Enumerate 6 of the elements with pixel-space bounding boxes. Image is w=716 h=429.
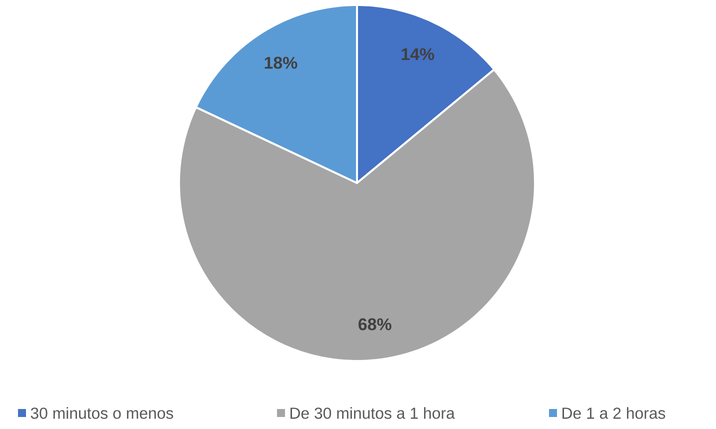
legend-label: De 1 a 2 horas — [562, 407, 666, 419]
data-label: 68% — [358, 318, 392, 330]
data-label: 14% — [402, 48, 434, 60]
legend-label: De 30 minutos a 1 hora — [290, 407, 455, 419]
legend-label: 30 minutos o menos — [30, 407, 174, 419]
data-label: 18% — [264, 56, 298, 69]
